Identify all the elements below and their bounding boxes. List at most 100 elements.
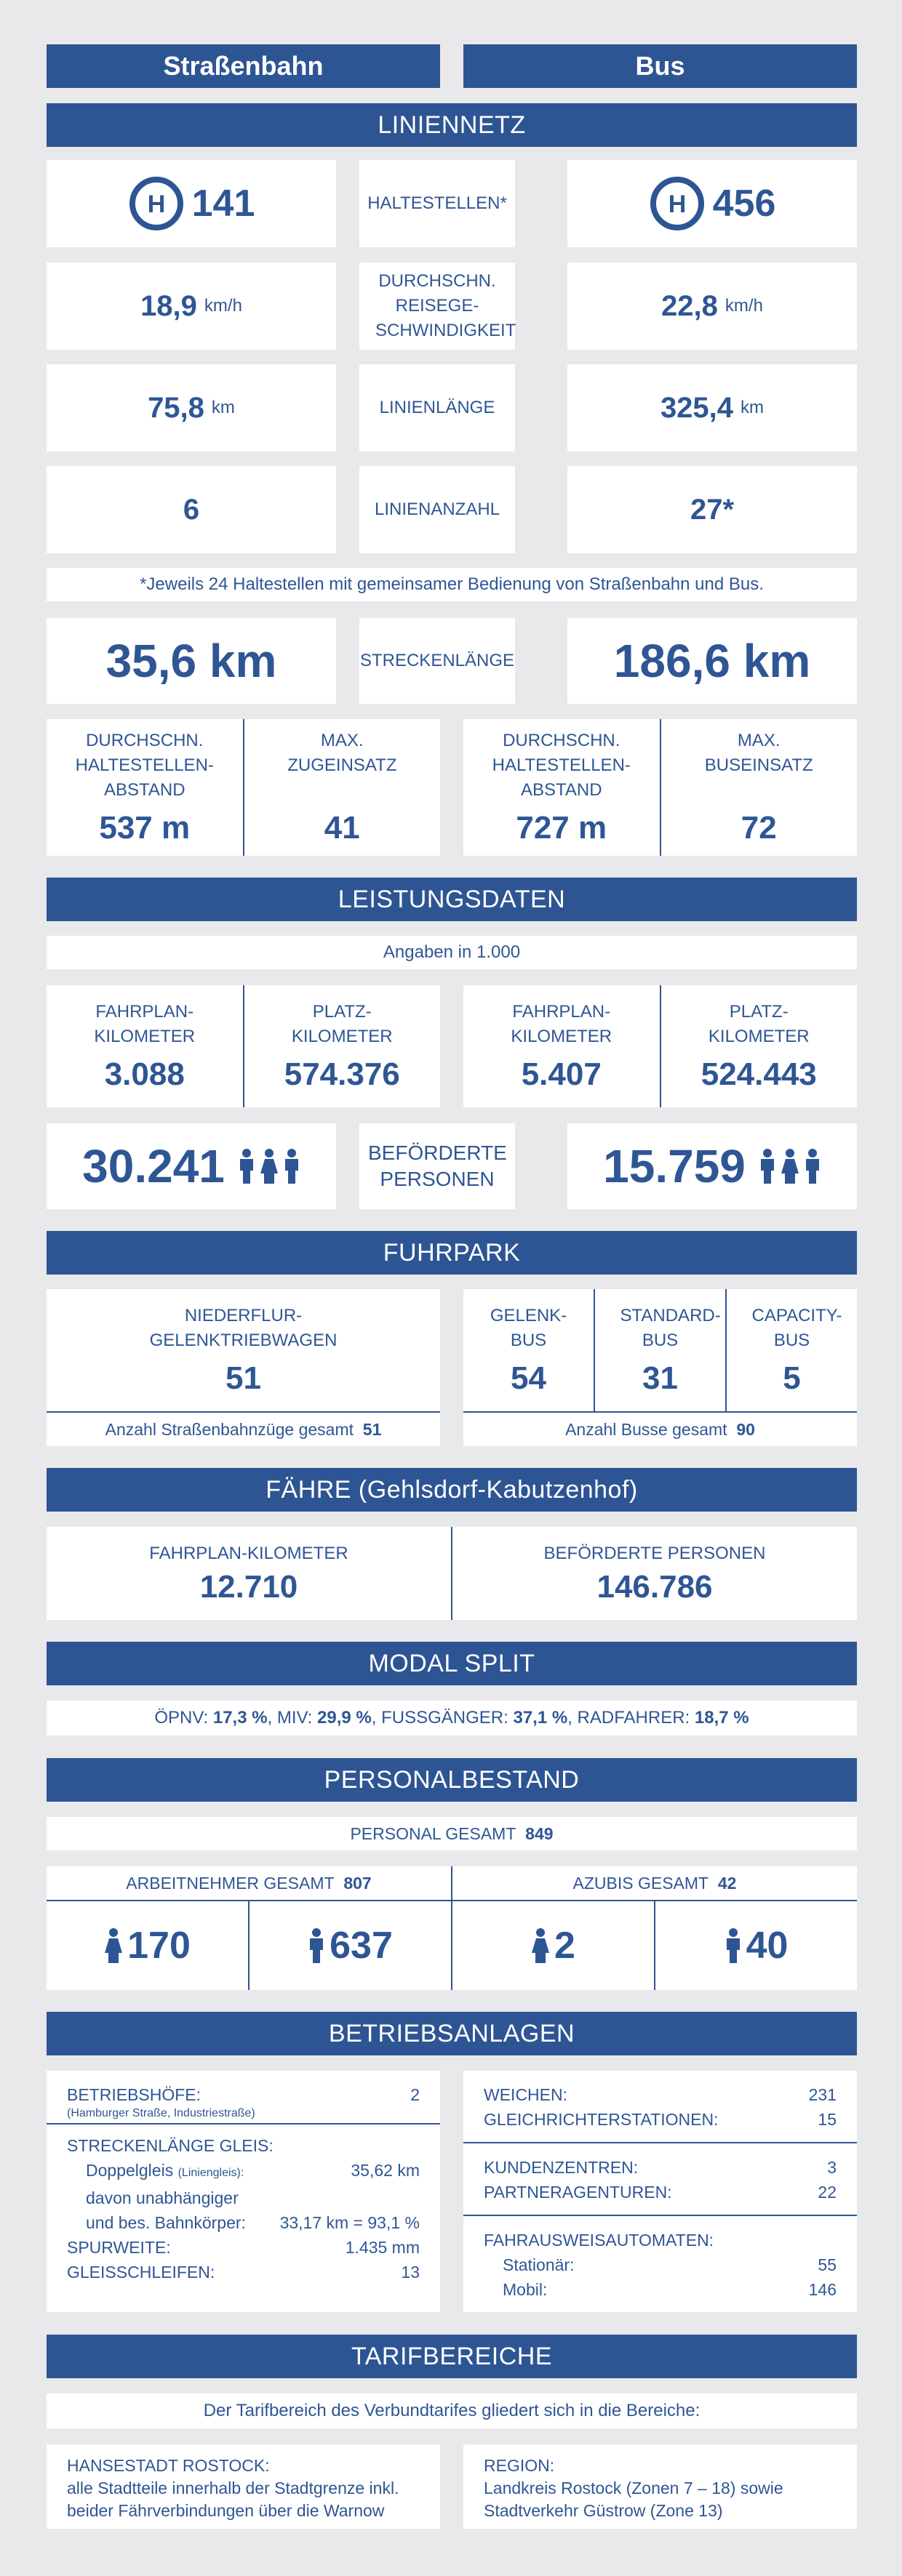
depots-value: 2 (410, 2085, 420, 2104)
section-header-betriebsanlagen: BETRIEBSANLAGEN (47, 2012, 857, 2055)
section-header-faehre: FÄHRE (Gehlsdorf-Kabutzenhof) (47, 1468, 857, 1512)
separate-track-label: und bes. Bahnkörper: (86, 2213, 246, 2232)
speed-label: DURCHSCHN. REISEGE-SCHWINDIGKEIT (375, 271, 516, 340)
bus-schedule-km: 5.407 (521, 1056, 602, 1092)
mobile-label: Mobil: (503, 2280, 548, 2299)
bus-performance-panel: FAHRPLAN-KILOMETER 5.407 PLATZ-KILOMETER 5… (463, 985, 857, 1107)
bus-fleet-panel: GELENK-BUS 54 STANDARD-BUS 31 CAPACITY-BUS… (463, 1289, 857, 1446)
track-length-label: STRECKENLÄNGE GLEIS: (67, 2136, 274, 2155)
female-icon (104, 1928, 123, 1963)
tram-seat-km: 574.376 (284, 1056, 400, 1092)
passengers-icon (238, 1149, 300, 1184)
miv-value: 29,9 % (317, 1708, 372, 1728)
rectifier-value: 15 (818, 2110, 837, 2129)
section-header-fuhrpark: FUHRPARK (47, 1231, 857, 1275)
ferry-panel: FAHRPLAN-KILOMETER 12.710 BEFÖRDERTE PERS… (47, 1527, 857, 1620)
tram-fleet-panel: NIEDERFLUR-GELENKTRIEBWAGEN 51 Anzahl St… (47, 1289, 440, 1446)
bus-route-length: 186,6 km (613, 635, 811, 687)
bus-line-count: 27* (690, 493, 735, 526)
ticket-machines-label: FAHRAUSWEISAUTOMATEN: (484, 2231, 714, 2250)
speed-label-box: DURCHSCHN. REISEGE-SCHWINDIGKEIT (359, 262, 516, 350)
female-trainees-value: 2 (554, 1925, 575, 1967)
stop-distance-label: DURCHSCHN. HALTESTELLEN-ABSTAND (492, 731, 631, 800)
bus-speed-box: 22,8 km/h (567, 262, 857, 350)
stop-distance-label: DURCHSCHN. HALTESTELLEN-ABSTAND (75, 731, 214, 800)
bus-length-box: 325,4 km (567, 364, 857, 452)
bus-seat-km: 524.443 (701, 1056, 817, 1092)
cyclist-label: RADFAHRER: (577, 1708, 690, 1728)
tram-length-value: 75,8 (148, 391, 204, 424)
max-bus-label: MAX. BUSEINSATZ (704, 731, 813, 775)
max-train-label: MAX. ZUGEINSATZ (287, 731, 397, 775)
section-header-personal: PERSONALBESTAND (47, 1758, 857, 1802)
standard-bus-label: STANDARD-BUS (620, 1306, 721, 1350)
cyclist-value: 18,7 % (694, 1708, 749, 1728)
tram-stop-distance-panel: DURCHSCHN. HALTESTELLEN-ABSTAND 537 m MAX… (47, 719, 440, 856)
max-train-value: 41 (324, 810, 360, 846)
tram-total-label: Anzahl Straßenbahnzüge gesamt (105, 1419, 354, 1439)
facilities-right-panel: WEICHEN: 231 GLEICHRICHTERSTATIONEN: 15 KU… (463, 2071, 857, 2312)
partner-agencies-label: PARTNERAGENTUREN: (484, 2183, 672, 2202)
low-floor-tram-value: 51 (226, 1360, 261, 1396)
independent-label: davon unabhängiger (86, 2188, 239, 2207)
tariff-rostock-panel: HANSESTADT ROSTOCK: alle Stadtteile inne… (47, 2444, 440, 2529)
tram-schedule-km: 3.088 (104, 1056, 185, 1092)
male-icon (308, 1928, 325, 1963)
units-note: Angaben in 1.000 (47, 936, 857, 969)
section-header-liniennetz: LINIENNETZ (47, 103, 857, 147)
bus-stop-distance-panel: DURCHSCHN. HALTESTELLEN-ABSTAND 727 m MAX… (463, 719, 857, 856)
articulated-bus-value: 54 (511, 1360, 546, 1396)
tariff-region-panel: REGION: Landkreis Rostock (Zonen 7 – 18)… (463, 2444, 857, 2529)
depots-note: (Hamburger Straße, Industriestraße) (67, 2107, 255, 2119)
ferry-km-label: FAHRPLAN-KILOMETER (149, 1544, 348, 1563)
tram-stop-distance-value: 537 m (99, 810, 191, 846)
bus-total-value: 90 (736, 1419, 755, 1439)
stops-label: HALTESTELLEN* (359, 160, 515, 247)
partner-agencies-value: 22 (818, 2183, 837, 2202)
bus-total-label: Anzahl Busse gesamt (565, 1419, 727, 1439)
separate-track-value: 33,17 km = 93,1 % (279, 2213, 420, 2232)
speed-unit: km/h (204, 296, 242, 316)
seat-km-label: PLATZ-KILOMETER (291, 1002, 393, 1046)
trainees-label: AZUBIS GESAMT (572, 1873, 709, 1893)
length-unit: km (211, 398, 235, 417)
bus-column-header: Bus (463, 44, 857, 88)
double-track-label: Doppelgleis (86, 2161, 174, 2180)
mobile-value: 146 (808, 2280, 837, 2299)
female-employees-value: 170 (127, 1925, 191, 1967)
oepnv-value: 17,3 % (212, 1708, 268, 1728)
ferry-passengers-label: BEFÖRDERTE PERSONEN (543, 1544, 766, 1563)
tram-stops-box: H 141 (47, 160, 336, 247)
length-unit: km (741, 398, 765, 417)
staff-total-value: 849 (525, 1823, 554, 1843)
loops-value: 13 (401, 2263, 420, 2282)
depots-label: BETRIEBSHÖFE: (67, 2085, 201, 2104)
male-icon (725, 1928, 742, 1963)
staff-total-label: PERSONAL GESAMT (350, 1823, 516, 1843)
max-bus-value: 72 (741, 810, 777, 846)
ferry-passengers-value: 146.786 (596, 1569, 713, 1605)
stationary-label: Stationär: (503, 2255, 575, 2274)
tram-speed-box: 18,9 km/h (47, 262, 336, 350)
svg-text:H: H (147, 190, 165, 218)
rostock-line-2: beider Fährverbindungen über die Warnow (67, 2501, 385, 2520)
tram-speed-value: 18,9 (140, 289, 197, 322)
miv-label: MIV: (276, 1708, 313, 1728)
trainees-value: 42 (717, 1873, 737, 1893)
tariff-intro: Der Tarifbereich des Verbundtarifes glie… (47, 2394, 857, 2428)
tram-total-value: 51 (362, 1419, 382, 1439)
double-track-value: 35,62 km (351, 2161, 420, 2180)
bus-stop-distance-value: 727 m (516, 810, 607, 846)
switches-label: WEICHEN: (484, 2085, 567, 2104)
pedestrian-value: 37,1 % (513, 1708, 568, 1728)
standard-bus-value: 31 (642, 1360, 678, 1396)
region-line-2: Stadtverkehr Güstrow (Zone 13) (484, 2501, 723, 2520)
loops-label: GLEISSCHLEIFEN: (67, 2263, 215, 2282)
female-icon (531, 1928, 550, 1963)
employees-value: 807 (343, 1873, 372, 1893)
bus-length-value: 325,4 (660, 391, 734, 424)
bus-stops-box: H 456 (567, 160, 857, 247)
bus-passengers-value: 15.759 (603, 1140, 746, 1192)
speed-unit: km/h (725, 296, 763, 316)
tram-route-length: 35,6 km (105, 635, 277, 687)
